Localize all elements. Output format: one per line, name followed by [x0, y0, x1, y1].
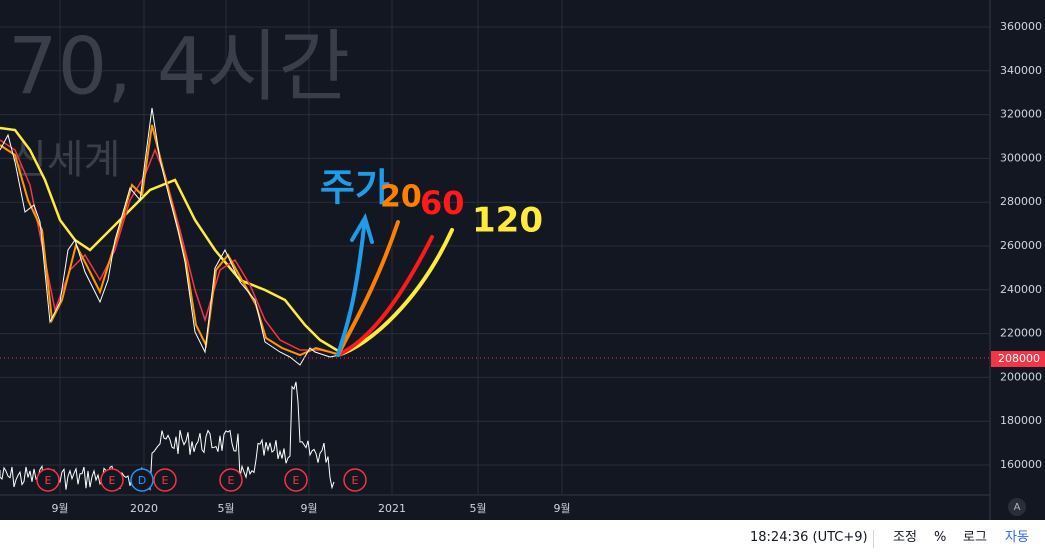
annotation: 주가 — [320, 166, 390, 210]
event-marker — [284, 468, 308, 492]
y-tick-label: 240000 — [1000, 283, 1042, 296]
drawing — [336, 235, 434, 357]
event-label: E — [109, 474, 116, 487]
drawing — [336, 213, 374, 357]
ma60 — [0, 139, 341, 355]
y-tick-label: 200000 — [1000, 370, 1042, 383]
event-label: E — [45, 474, 52, 487]
clock: 18:24:36 (UTC+9) — [750, 530, 868, 545]
y-tick-label: 220000 — [1000, 327, 1042, 340]
auto-scale[interactable] — [1008, 498, 1026, 516]
x-tick-label: 9월 — [51, 502, 68, 515]
annotation: 120 — [472, 201, 543, 241]
x-tick-label: 9월 — [300, 502, 317, 515]
y-tick-label: 280000 — [1000, 195, 1042, 208]
watermark-name: 신세계 — [10, 137, 120, 183]
price-tag-label: 208000 — [998, 352, 1040, 365]
log-button[interactable]: 로그 — [963, 530, 987, 545]
watermark-title: 70, 4시간 — [8, 22, 350, 112]
adjust-button[interactable]: 조정 — [893, 530, 917, 545]
percent-button[interactable]: % — [934, 530, 947, 545]
x-tick-label: 2020 — [130, 502, 158, 515]
ma120 — [0, 126, 341, 354]
event-label: E — [352, 474, 359, 487]
price-tag — [991, 351, 1045, 367]
event-label: D — [138, 474, 146, 487]
event-marker — [343, 468, 367, 492]
x-tick-label: 5월 — [217, 502, 234, 515]
event-marker — [36, 468, 60, 492]
divider — [873, 530, 874, 548]
event-marker — [219, 468, 243, 492]
y-tick-label: 360000 — [1000, 20, 1042, 33]
x-tick-label: 9월 — [553, 502, 570, 515]
auto-button[interactable]: 자동 — [1005, 530, 1029, 545]
event-marker — [153, 468, 177, 492]
y-tick-label: 320000 — [1000, 108, 1042, 121]
annotation: 60 — [420, 184, 465, 222]
y-tick-label: 300000 — [1000, 151, 1042, 164]
background — [0, 0, 1045, 520]
auto-scale-label[interactable]: A — [1014, 502, 1021, 513]
price — [0, 107, 341, 366]
y-tick-label: 260000 — [1000, 239, 1042, 252]
event-marker — [100, 468, 124, 492]
event-label: E — [162, 474, 169, 487]
event-marker — [130, 468, 154, 492]
x-tick-label: 2021 — [378, 502, 406, 515]
volume — [0, 381, 335, 491]
y-tick-label: 340000 — [1000, 64, 1042, 77]
x-tick-label: 5월 — [469, 502, 486, 515]
y-tick-label: 160000 — [1000, 458, 1042, 471]
event-label: E — [293, 474, 300, 487]
ma20 — [0, 124, 341, 357]
annotation: 20 — [380, 180, 422, 215]
y-tick-label: 180000 — [1000, 414, 1042, 427]
event-label: E — [228, 474, 235, 487]
chart: 360000 340000 320000 300000 280000 260000 2400… — [0, 0, 1045, 520]
